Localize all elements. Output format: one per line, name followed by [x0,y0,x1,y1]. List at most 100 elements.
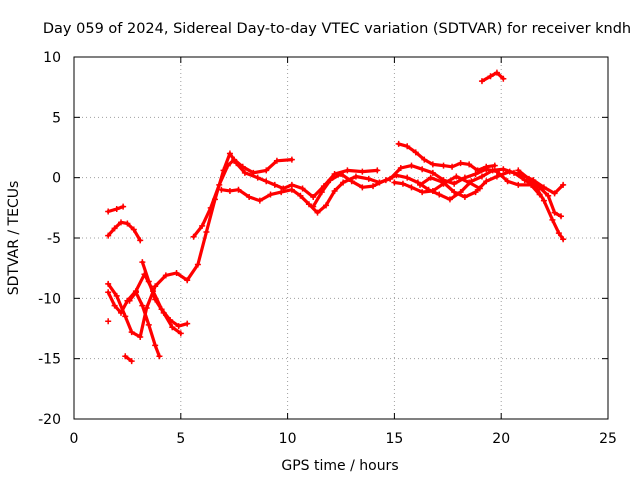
data-point [105,208,112,215]
data-point [235,186,242,193]
data-point [476,185,483,192]
data-point [199,222,206,229]
data-point [397,165,404,172]
data-point [194,261,201,268]
x-tick-label: 25 [599,431,617,447]
data-point [132,289,139,296]
data-point [145,321,152,328]
data-point [551,209,558,216]
x-tick-label: 15 [385,431,403,447]
series-trace [106,151,379,339]
data-point [399,180,406,187]
data-point [216,181,223,188]
data-point [493,69,500,76]
data-point [500,75,507,82]
data-point [404,174,411,181]
data-point [105,232,112,239]
data-point [241,169,248,176]
data-point [113,206,120,213]
data-point [427,174,434,181]
data-point [370,183,377,190]
data-point [105,289,112,296]
data-point [226,150,233,157]
series-trace [480,71,505,83]
data-point [271,181,278,188]
series-9 [190,156,295,240]
data-point [348,178,355,185]
data-point [128,358,135,365]
data-point [515,167,522,174]
data-point [491,162,498,169]
y-axis-label: SDTVAR / TECUs [6,181,22,296]
series-5 [122,353,135,365]
data-point [521,177,528,184]
data-point [111,302,118,309]
data-point [545,192,552,199]
data-point [105,280,112,287]
series-12 [395,140,498,174]
series-4 [105,203,127,215]
data-point [365,175,372,182]
chart-title: Day 059 of 2024, Sidereal Day-to-day VTE… [43,21,631,37]
y-tick-label: 0 [52,171,61,187]
data-point [299,185,306,192]
data-point [323,202,330,209]
data-point [120,203,127,210]
data-point [408,184,415,191]
data-point [457,160,464,167]
y-tick-label: -5 [47,231,61,247]
data-point [555,230,562,237]
data-point [461,193,468,200]
data-point [117,219,124,226]
data-point [156,353,163,360]
data-point [263,178,270,185]
data-point [408,162,415,169]
data-point [124,220,131,227]
data-point [273,157,280,164]
data-point [451,189,458,196]
data-point [256,197,263,204]
data-point [231,156,238,163]
y-tick-label: -10 [38,291,61,307]
data-point [483,178,490,185]
data-point [226,187,233,194]
data-point [493,173,500,180]
data-point [417,181,424,188]
grid [74,57,608,419]
data-point [331,187,338,194]
series-trace [140,260,183,335]
data-point [446,196,453,203]
series-15 [478,69,507,85]
data-point [421,156,428,163]
data-point [558,213,565,220]
data-point [560,236,567,243]
data-point [515,181,522,188]
data-point [489,167,496,174]
data-point [314,209,321,216]
data-point [382,177,389,184]
data-point [267,191,274,198]
data-point [152,342,159,349]
series-16 [515,167,565,220]
y-tick-label: -15 [38,352,61,368]
data-point [500,166,507,173]
data-point [429,161,436,168]
data-point [436,191,443,198]
data-point [239,163,246,170]
data-point [429,169,436,176]
data-point [288,186,295,193]
data-point [152,296,159,303]
x-tick-label: 10 [279,431,297,447]
axis-ticks: 0 5 10 15 20 25 -20 -15 -10 -5 0 5 10 [38,50,617,447]
data-point [412,149,419,156]
data-point [451,180,458,187]
y-tick-label: 5 [52,110,61,126]
data-point [152,283,159,290]
data-point [352,173,359,180]
data-point [278,189,285,196]
x-axis-label: GPS time / hours [281,458,398,474]
data-point [297,192,304,199]
data-point [466,179,473,186]
data-point [327,177,334,184]
